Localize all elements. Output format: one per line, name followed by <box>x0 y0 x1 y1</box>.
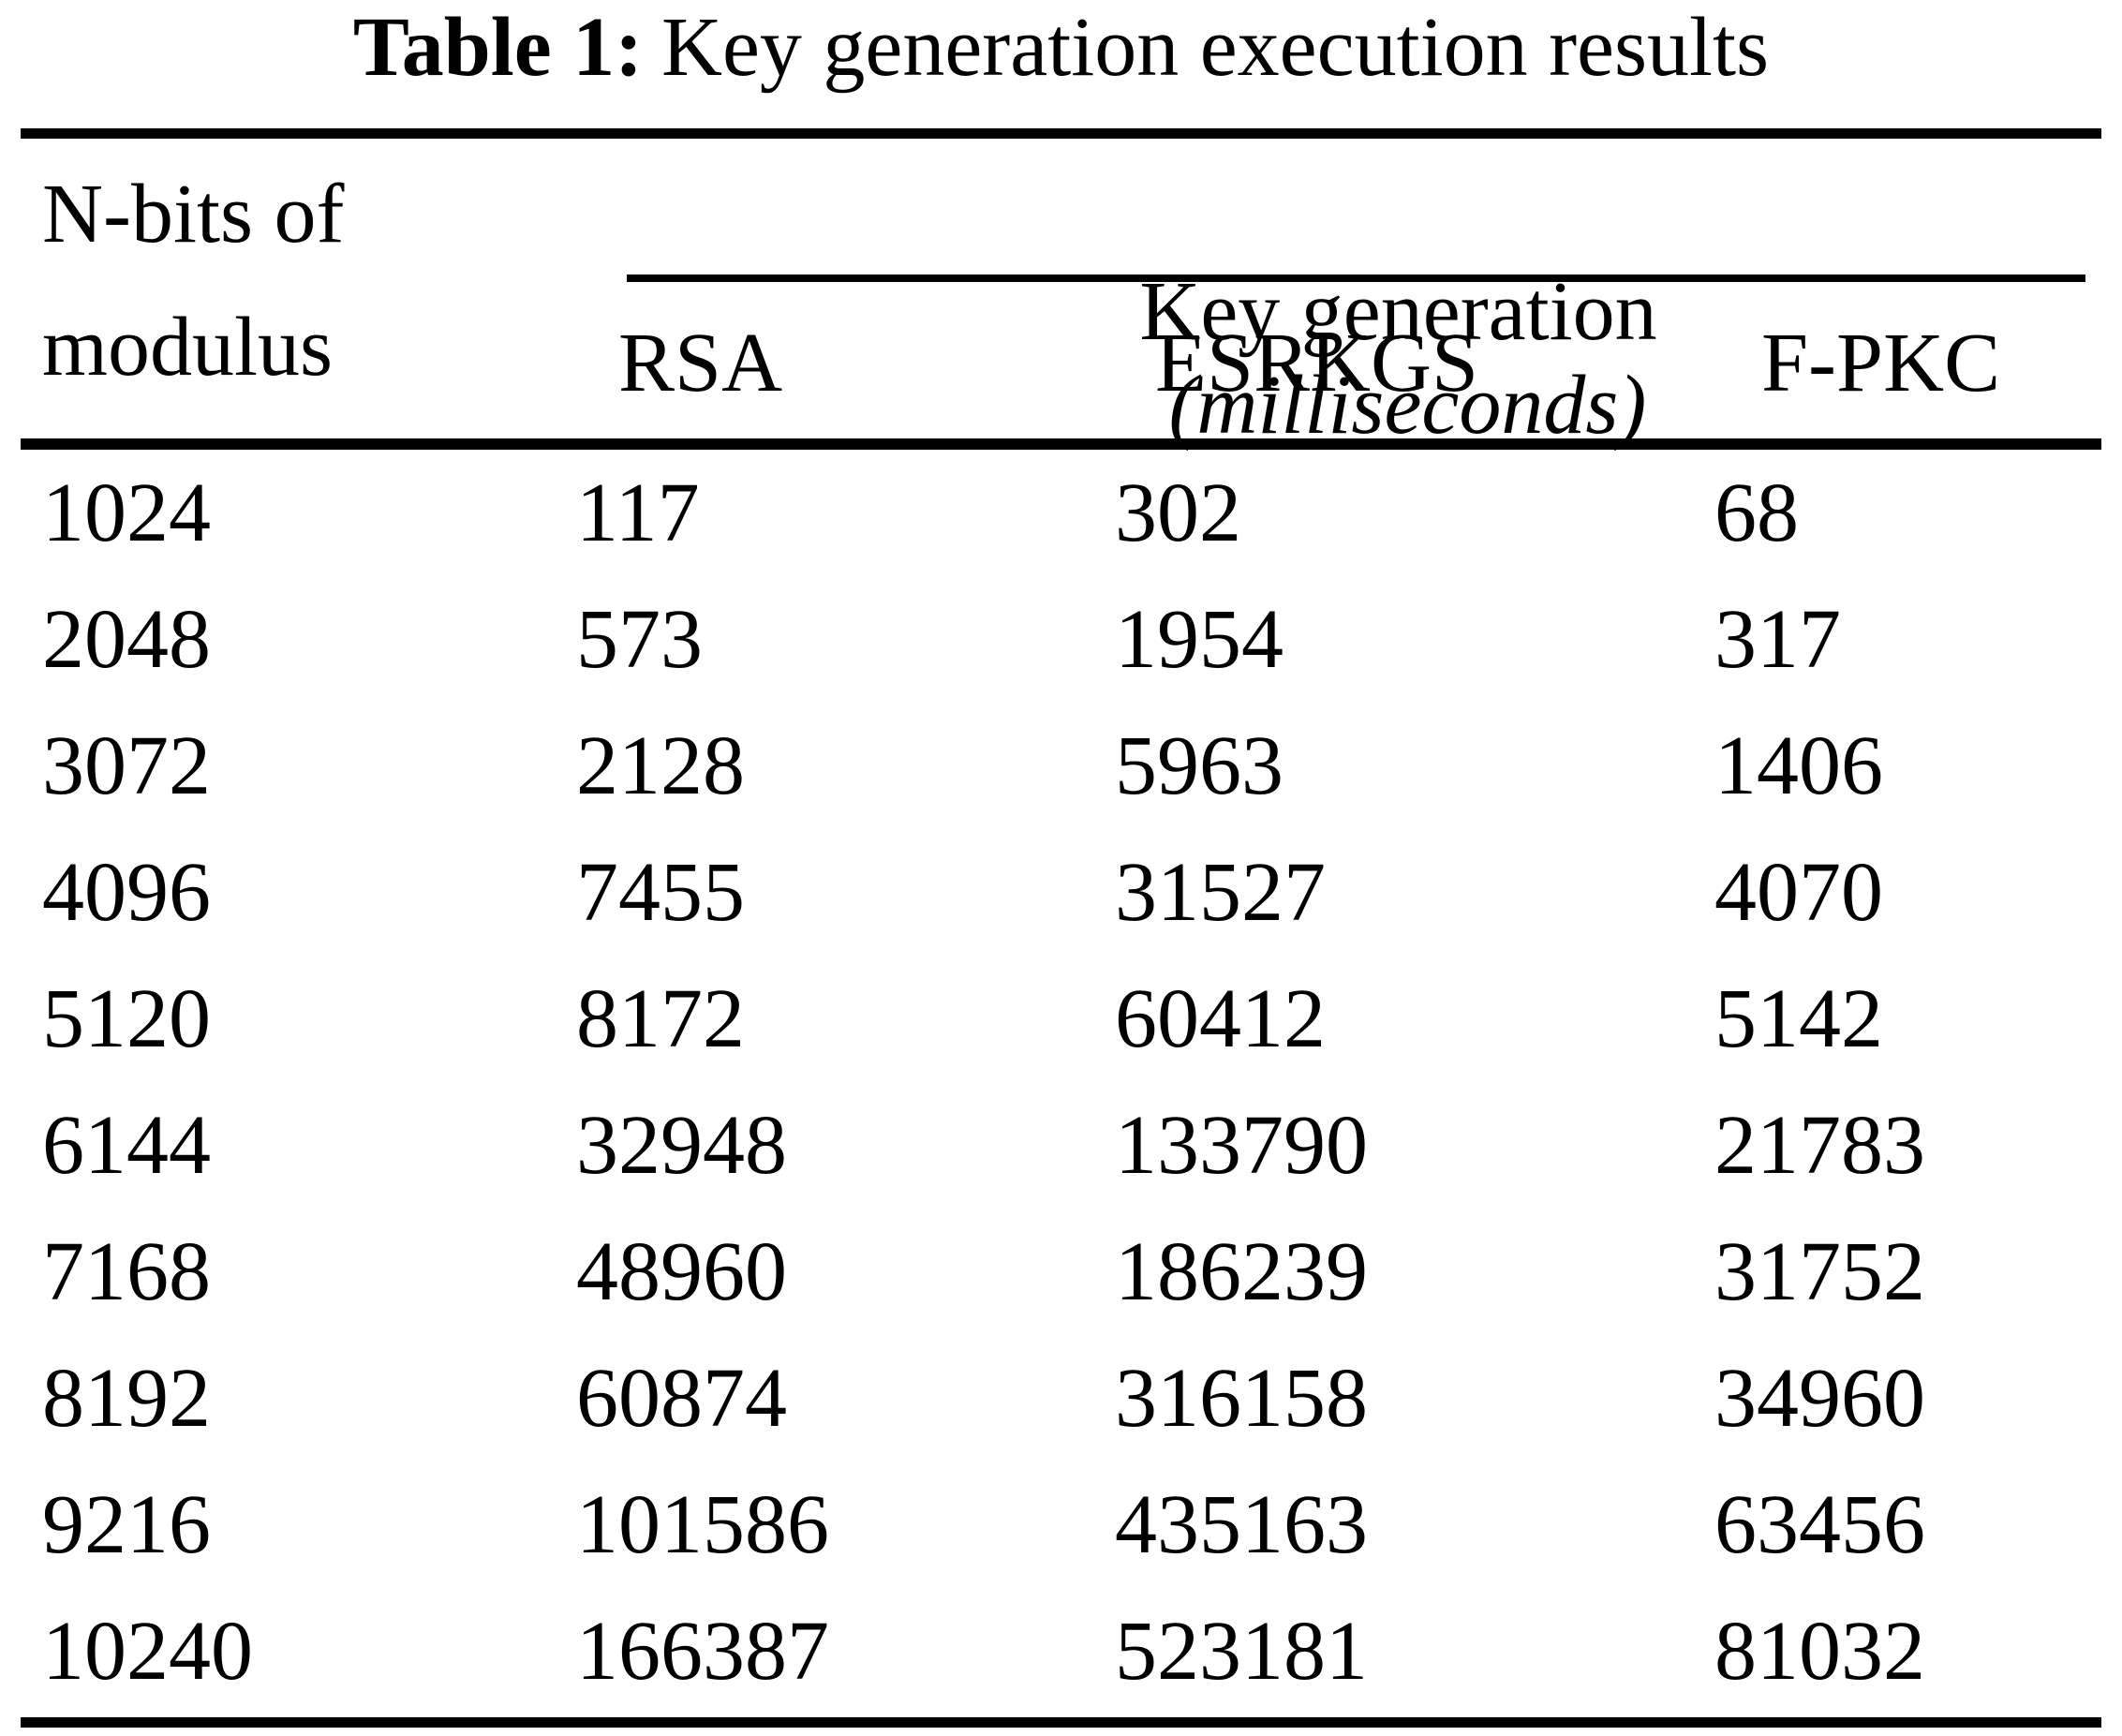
cell-rsa: 2128 <box>576 720 745 812</box>
cell-f-pkc: 21783 <box>1714 1099 1925 1192</box>
table-row: 4096 7455 31527 4070 <box>0 829 2122 956</box>
cell-rsa: 8172 <box>576 972 745 1065</box>
row-header-line1: N-bits of <box>42 168 345 260</box>
top-rule <box>21 128 2101 139</box>
cell-rsa: 60874 <box>576 1352 787 1445</box>
cell-esrkgs: 316158 <box>1115 1352 1368 1445</box>
table-row: 10240 166387 523181 81032 <box>0 1588 2122 1714</box>
cell-esrkgs: 523181 <box>1115 1605 1368 1698</box>
cell-f-pkc: 63456 <box>1714 1478 1925 1571</box>
cell-f-pkc: 68 <box>1714 467 1799 559</box>
column-headers-row: RSA ESRKGS F-PKC <box>0 312 2122 415</box>
cell-esrkgs: 31527 <box>1115 846 1326 939</box>
bottom-rule <box>21 1717 2101 1728</box>
cell-esrkgs: 1954 <box>1115 593 1284 686</box>
cell-esrkgs: 186239 <box>1115 1225 1368 1318</box>
cell-n-bits: 8192 <box>42 1352 211 1445</box>
cell-n-bits: 4096 <box>42 846 211 939</box>
cell-f-pkc: 4070 <box>1714 846 1883 939</box>
cell-esrkgs: 60412 <box>1115 972 1326 1065</box>
cell-esrkgs: 133790 <box>1115 1099 1368 1192</box>
table-row: 7168 48960 186239 31752 <box>0 1209 2122 1335</box>
cell-esrkgs: 435163 <box>1115 1478 1368 1571</box>
cell-n-bits: 2048 <box>42 593 211 686</box>
table-row: 3072 2128 5963 1406 <box>0 703 2122 829</box>
table-row: 1024 117 302 68 <box>0 450 2122 576</box>
table-row: 9216 101586 435163 63456 <box>0 1462 2122 1588</box>
cell-n-bits: 7168 <box>42 1225 211 1318</box>
cell-rsa: 7455 <box>576 846 745 939</box>
header-rule <box>21 438 2101 450</box>
cell-n-bits: 6144 <box>42 1099 211 1192</box>
table-row: 5120 8172 60412 5142 <box>0 956 2122 1082</box>
cell-rsa: 32948 <box>576 1099 787 1192</box>
table-caption: Table 1: Key generation execution result… <box>0 0 2122 99</box>
row-header: N-bits of modulus <box>42 148 344 414</box>
cell-f-pkc: 1406 <box>1714 720 1883 812</box>
cell-n-bits: 5120 <box>42 972 211 1065</box>
table-row: 6144 32948 133790 21783 <box>0 1082 2122 1209</box>
table-body: 1024 117 302 68 2048 573 1954 317 3072 2… <box>0 450 2122 1714</box>
cell-n-bits: 3072 <box>42 720 211 812</box>
cell-rsa: 166387 <box>576 1605 829 1698</box>
cell-n-bits: 1024 <box>42 467 211 559</box>
cell-rsa: 101586 <box>576 1478 829 1571</box>
column-group-unit: (milliseconds) <box>1168 359 1647 452</box>
cell-f-pkc: 81032 <box>1714 1605 1925 1698</box>
table-row: 8192 60874 316158 34960 <box>0 1335 2122 1462</box>
cell-n-bits: 10240 <box>42 1605 253 1698</box>
cell-rsa: 117 <box>576 467 700 559</box>
column-header-esrkgs: ESRKGS <box>1155 317 1479 409</box>
column-header-fpkc: F-PKC <box>1761 317 2001 409</box>
cell-f-pkc: 34960 <box>1714 1352 1925 1445</box>
table-number: Table 1: <box>352 0 644 94</box>
row-header-line2: modulus <box>42 301 334 393</box>
cell-f-pkc: 317 <box>1714 593 1841 686</box>
cell-rsa: 48960 <box>576 1225 787 1318</box>
cell-n-bits: 9216 <box>42 1478 211 1571</box>
cell-esrkgs: 5963 <box>1115 720 1284 812</box>
cell-rsa: 573 <box>576 593 703 686</box>
cell-f-pkc: 31752 <box>1714 1225 1925 1318</box>
cell-esrkgs: 302 <box>1115 467 1241 559</box>
cell-f-pkc: 5142 <box>1714 972 1883 1065</box>
column-header-rsa: RSA <box>618 317 783 409</box>
table-title-text: Key generation execution results <box>660 0 1770 94</box>
table-row: 2048 573 1954 317 <box>0 576 2122 703</box>
column-group-rule <box>627 274 2085 282</box>
